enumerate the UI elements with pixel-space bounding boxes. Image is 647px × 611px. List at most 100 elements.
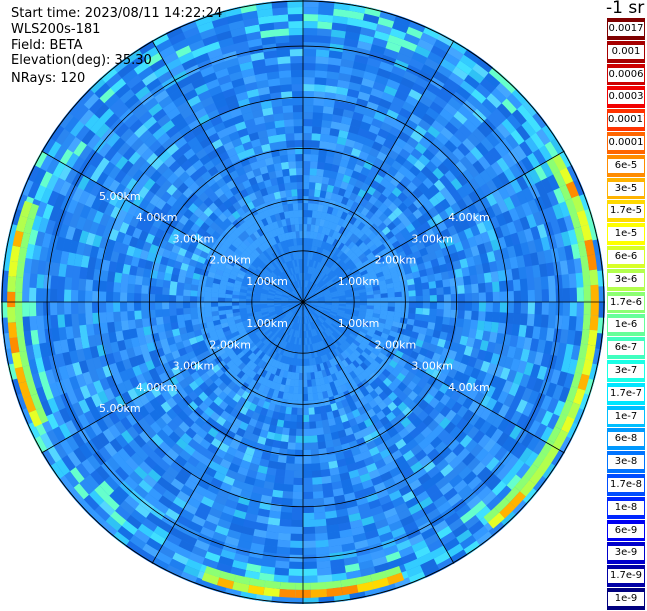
beta-cell <box>309 175 317 183</box>
beta-cell <box>363 347 372 356</box>
beta-cell <box>182 198 194 209</box>
beta-cell <box>238 327 246 335</box>
beta-cell <box>271 184 280 193</box>
beta-cell <box>197 339 207 348</box>
beta-cell <box>208 330 218 338</box>
beta-cell <box>236 207 246 217</box>
beta-cell <box>320 468 331 478</box>
beta-cell <box>229 439 240 450</box>
beta-cell <box>166 195 178 207</box>
beta-cell <box>322 205 329 214</box>
beta-cell <box>395 411 407 423</box>
beta-cell <box>156 323 166 333</box>
beta-cell <box>211 301 219 307</box>
beta-cell <box>236 350 246 359</box>
beta-cell <box>384 339 394 348</box>
beta-cell <box>277 205 285 214</box>
beta-cell <box>303 252 306 260</box>
beta-cell <box>288 385 295 394</box>
beta-cell <box>347 241 356 250</box>
beta-cell <box>241 390 250 400</box>
beta-cell <box>127 310 135 321</box>
beta-cell <box>282 490 294 499</box>
beta-cell <box>134 283 142 294</box>
beta-cell <box>397 250 407 260</box>
beta-cell <box>341 359 349 368</box>
beta-cell <box>288 268 293 276</box>
beta-cell <box>386 221 397 232</box>
beta-cell <box>352 235 361 245</box>
beta-cell <box>272 14 289 23</box>
beta-cell <box>273 336 280 344</box>
beta-cell <box>213 207 223 218</box>
beta-cell <box>346 433 357 443</box>
beta-cell <box>328 313 336 319</box>
beta-cell <box>440 324 450 334</box>
beta-cell <box>261 353 269 362</box>
beta-cell <box>176 288 184 296</box>
beta-cell <box>331 300 339 303</box>
beta-cell <box>407 401 419 412</box>
beta-cell <box>310 304 318 308</box>
beta-cell <box>331 365 339 374</box>
beta-cell <box>353 272 362 279</box>
beta-cell <box>262 444 273 454</box>
beta-cell <box>215 328 224 335</box>
beta-cell <box>457 310 465 320</box>
beta-cell <box>278 369 285 378</box>
beta-cell <box>297 266 301 274</box>
beta-cell <box>350 446 362 457</box>
beta-cell <box>294 308 299 315</box>
beta-cell <box>267 307 275 312</box>
beta-cell <box>251 411 260 421</box>
beta-cell <box>349 264 357 272</box>
beta-cell <box>464 302 473 312</box>
beta-cell <box>420 320 429 329</box>
beta-cell <box>287 392 294 401</box>
beta-cell <box>336 327 344 334</box>
beta-cell <box>308 407 315 415</box>
beta-cell <box>352 299 360 303</box>
beta-cell <box>415 307 423 315</box>
beta-cell <box>348 418 358 428</box>
beta-cell <box>248 176 258 186</box>
beta-cell <box>293 210 299 218</box>
beta-cell <box>298 287 301 295</box>
beta-cell <box>363 160 374 171</box>
beta-cell <box>283 326 289 334</box>
beta-cell <box>303 266 305 274</box>
beta-cell <box>309 306 316 312</box>
beta-cell <box>234 358 243 368</box>
beta-cell <box>407 192 419 204</box>
beta-cell <box>422 210 434 222</box>
beta-cell <box>401 406 413 418</box>
beta-cell <box>364 228 374 238</box>
beta-cell <box>285 378 291 386</box>
beta-cell <box>127 319 137 330</box>
beta-cell <box>261 143 272 153</box>
beta-cell <box>391 355 401 364</box>
beta-cell <box>434 191 446 203</box>
beta-cell <box>169 308 177 317</box>
beta-cell <box>304 337 308 345</box>
beta-cell <box>305 245 310 253</box>
beta-cell <box>267 292 276 296</box>
beta-cell <box>114 320 123 332</box>
beta-cell <box>239 157 251 167</box>
beta-cell <box>575 316 584 332</box>
beta-cell <box>261 242 269 251</box>
beta-cell <box>295 168 304 176</box>
beta-cell <box>307 316 311 323</box>
beta-cell <box>187 264 196 273</box>
beta-cell <box>423 188 435 201</box>
beta-cell <box>268 309 276 314</box>
beta-cell <box>360 387 370 397</box>
beta-cell <box>491 311 500 323</box>
beta-cell <box>296 316 300 324</box>
beta-cell <box>390 271 399 279</box>
beta-cell <box>289 260 294 268</box>
beta-cell <box>177 388 188 400</box>
beta-cell <box>265 379 273 388</box>
beta-cell <box>282 294 290 298</box>
beta-cell <box>232 366 242 376</box>
